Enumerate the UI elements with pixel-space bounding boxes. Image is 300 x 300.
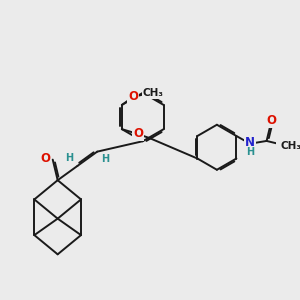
Text: CH₃: CH₃ — [281, 141, 300, 151]
Text: H: H — [101, 154, 110, 164]
Text: O: O — [266, 114, 276, 127]
Text: N: N — [245, 136, 255, 149]
Text: O: O — [133, 127, 143, 140]
Text: O: O — [128, 90, 138, 103]
Text: CH₃: CH₃ — [143, 88, 164, 98]
Text: H: H — [65, 153, 73, 163]
Text: O: O — [40, 152, 50, 165]
Text: H: H — [246, 148, 254, 158]
